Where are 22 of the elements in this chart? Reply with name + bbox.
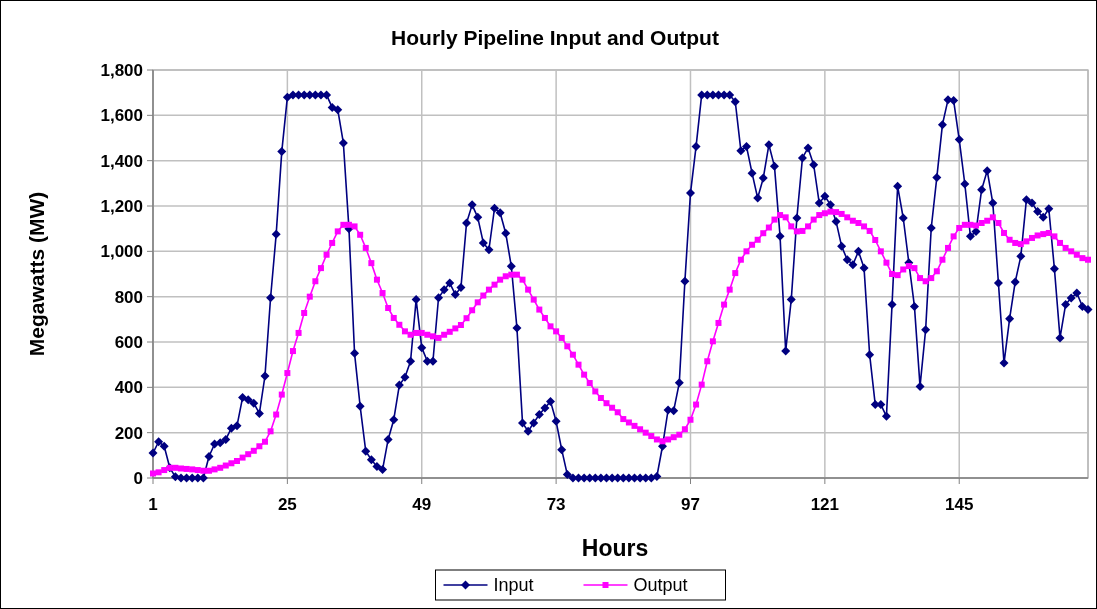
x-axis-title: Hours xyxy=(581,535,649,561)
legend-label: Input xyxy=(493,575,534,595)
x-tick-label: 121 xyxy=(810,495,840,514)
y-tick-label: 0 xyxy=(133,469,143,488)
y-tick-label: 200 xyxy=(114,423,143,443)
legend-label: Output xyxy=(633,575,688,595)
y-tick-label: 1,600 xyxy=(100,106,143,126)
x-tick-label: 1 xyxy=(148,495,158,514)
x-tick-label: 49 xyxy=(412,495,432,514)
y-tick-label: 1,800 xyxy=(100,61,143,80)
chart-title: Hourly Pipeline Input and Output xyxy=(391,26,719,49)
y-tick-label: 1,000 xyxy=(100,242,143,262)
y-tick-label: 1,200 xyxy=(100,197,143,216)
x-tick-label: 73 xyxy=(546,495,566,514)
x-tick-label: 25 xyxy=(277,495,297,514)
x-tick-label: 97 xyxy=(681,495,700,514)
y-tick-label: 600 xyxy=(114,333,143,352)
y-tick-label: 400 xyxy=(114,378,143,398)
y-tick-label: 1,400 xyxy=(100,151,143,171)
x-tick-label: 145 xyxy=(945,495,974,514)
y-tick-label: 800 xyxy=(114,287,143,307)
y-axis-title: Megawatts (MW) xyxy=(25,191,48,357)
